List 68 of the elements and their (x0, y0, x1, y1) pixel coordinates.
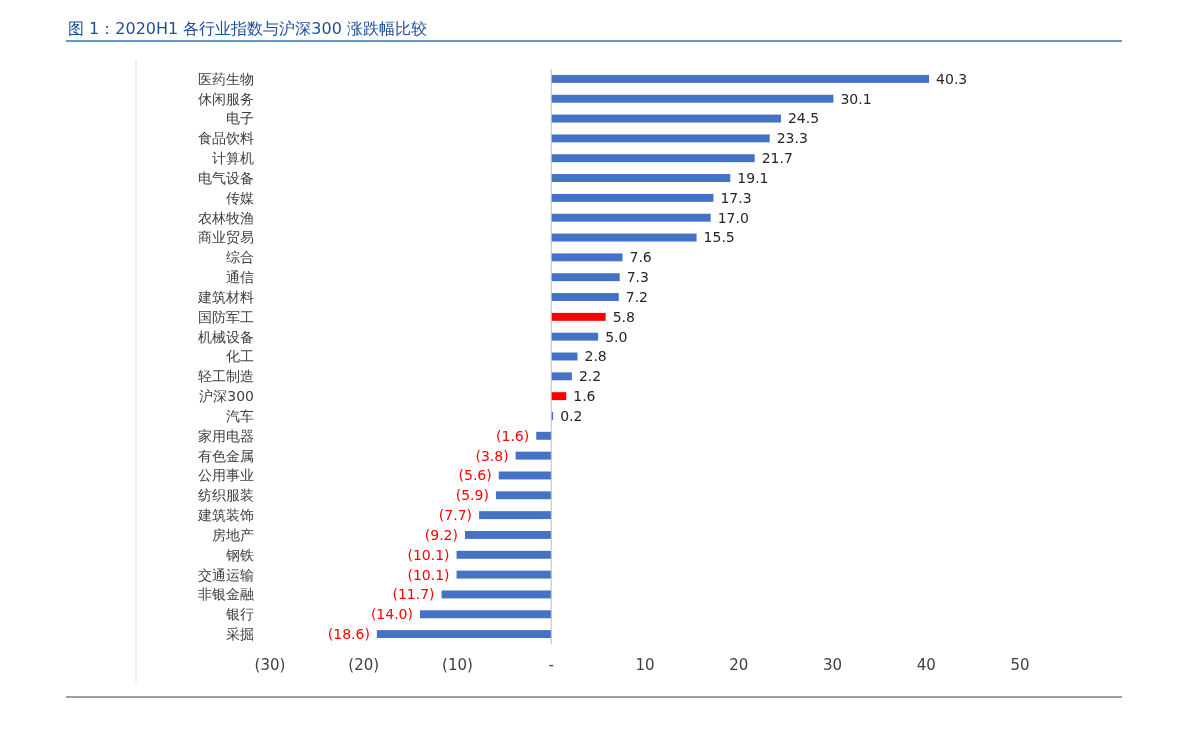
x-tick-label: - (548, 656, 554, 674)
x-tick-label: 10 (635, 656, 655, 674)
y-tick-label: 计算机 (212, 150, 254, 167)
data-label: 40.3 (936, 70, 968, 87)
data-label: (18.6) (327, 625, 370, 642)
y-tick-label: 纺织服装 (198, 487, 254, 504)
data-label: 2.8 (584, 348, 607, 365)
y-tick-label: 交通运输 (198, 566, 254, 583)
x-tick-label: 50 (1010, 656, 1030, 674)
data-label: (14.0) (370, 606, 413, 623)
x-tick-label: (30) (254, 656, 286, 674)
y-tick-label: 家用电器 (198, 427, 254, 444)
y-tick-label: 传媒 (226, 189, 254, 206)
data-label: 7.2 (625, 288, 649, 305)
data-label: (5.9) (455, 487, 489, 504)
data-label: 2.2 (578, 368, 602, 385)
data-label: 24.5 (787, 110, 820, 127)
x-tick-label: 40 (916, 656, 936, 674)
data-label: 5.8 (612, 308, 635, 325)
x-tick-label: (10) (442, 656, 473, 674)
y-tick-label: 轻工制造 (198, 368, 254, 385)
y-tick-label: 休闲服务 (198, 90, 254, 107)
y-tick-label: 通信 (226, 269, 254, 286)
y-tick-label: 农林牧渔 (198, 209, 254, 226)
y-tick-label: 综合 (226, 249, 254, 266)
y-tick-label: 公用事业 (198, 467, 254, 484)
y-tick-label: 机械设备 (198, 328, 254, 345)
data-label: 15.5 (703, 229, 735, 246)
data-label: 1.6 (573, 388, 596, 405)
data-label: 5.0 (605, 328, 628, 345)
data-label: 21.7 (761, 150, 793, 167)
data-label: (11.7) (392, 586, 435, 603)
data-label: 17.0 (717, 209, 749, 226)
y-tick-label: 非银金融 (198, 586, 254, 603)
data-label: (10.1) (407, 546, 450, 563)
y-tick-label: 商业贸易 (198, 229, 254, 246)
data-label: 17.3 (720, 189, 752, 206)
chart-title: 图 1：2020H1 各行业指数与沪深300 涨跌幅比较 (68, 19, 427, 38)
y-tick-label: 汽车 (226, 407, 254, 424)
y-tick-label: 房地产 (212, 526, 254, 543)
y-tick-label: 钢铁 (225, 546, 254, 563)
x-tick-label: 20 (729, 656, 749, 674)
y-tick-label: 食品饮料 (198, 130, 254, 147)
y-tick-label: 建筑装饰 (197, 507, 254, 524)
data-label: 7.6 (629, 249, 652, 266)
y-tick-label: 电子 (226, 110, 254, 127)
data-label: (5.6) (458, 467, 492, 484)
y-tick-label: 建筑材料 (197, 288, 254, 305)
y-tick-label: 医药生物 (198, 70, 254, 87)
x-tick-label: (20) (348, 656, 380, 674)
y-tick-label: 沪深300 (199, 388, 254, 405)
data-label: 19.1 (737, 169, 769, 186)
data-label: (3.8) (475, 447, 509, 464)
data-label: (1.6) (496, 427, 530, 444)
y-tick-label: 化工 (226, 348, 254, 365)
y-tick-label: 采掘 (226, 625, 254, 642)
x-tick-label: 30 (822, 656, 843, 674)
data-label: (9.2) (424, 526, 458, 543)
y-tick-label: 国防军工 (198, 308, 254, 325)
data-label: 7.3 (626, 269, 649, 286)
y-tick-label: 有色金属 (198, 447, 254, 464)
data-label: 23.3 (776, 130, 808, 147)
data-label: (10.1) (407, 566, 450, 583)
data-label: 0.2 (560, 407, 583, 424)
y-tick-label: 电气设备 (198, 169, 254, 186)
data-label: 30.1 (840, 90, 872, 107)
data-label: (7.7) (438, 507, 473, 524)
y-tick-label: 银行 (225, 606, 254, 623)
